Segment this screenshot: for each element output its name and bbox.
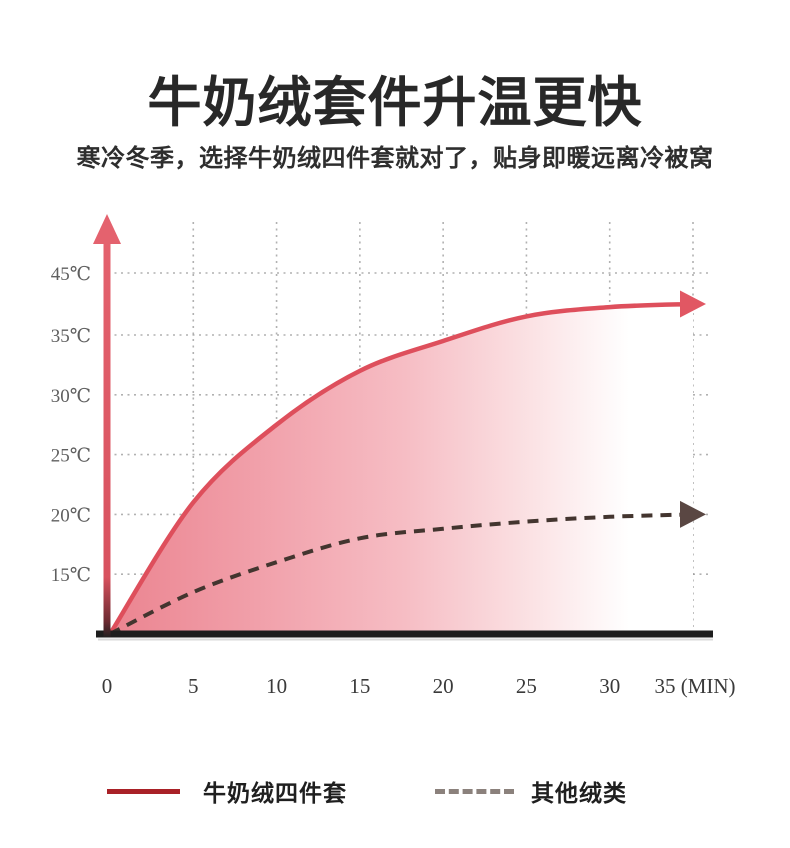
x-tick-label-25: 25 [516,674,537,698]
series-1-curve [109,512,694,636]
x-tick-label-35: 35 (MIN) [654,674,735,698]
y-tick-label-45: 45℃ [51,264,91,285]
y-tick-label-25: 25℃ [51,446,91,467]
plot-area: 15℃ 20℃ 25℃ 30℃ 35℃ 45℃ 0 5 10 15 20 25 30 35 (MIN) [51,222,736,698]
x-tick-label-15: 15 [349,674,370,698]
x-tick-label-0: 0 [102,674,113,698]
y-axis-arrowhead-icon [93,214,121,244]
legend-item-other-fleece: 其他绒类 [435,766,627,816]
series-1-arrowhead-icon [680,500,706,528]
legend-label-milk-velvet-set: 牛奶绒四件套 [203,781,347,806]
dashed-gray-line-swatch [435,788,514,794]
series-0-area-fill [110,304,693,634]
y-tick-label-35: 35℃ [51,326,91,347]
y-tick-label-20: 20℃ [51,505,91,526]
page-title: 牛奶绒套件升温更快 [147,73,643,133]
legend-item-milk-velvet-set: 牛奶绒四件套 [107,766,347,816]
y-tick-label-15: 15℃ [51,565,91,586]
legend-label-other-fleece: 其他绒类 [531,781,627,806]
x-tick-label-20: 20 [433,674,454,698]
page-subtitle: 寒冷冬季，选择牛奶绒四件套就对了，贴身即暖远离冷被窝 [76,146,714,172]
legend: 牛奶绒四件套 其他绒类 [0,766,790,816]
y-tick-label-30: 30℃ [51,386,91,407]
x-tick-label-30: 30 [599,674,620,698]
series-0-arrowhead-icon [680,290,706,318]
series-0-curve [108,301,694,636]
solid-red-line-swatch [107,788,180,794]
x-tick-label-5: 5 [188,674,199,698]
x-tick-label-10: 10 [266,674,287,698]
